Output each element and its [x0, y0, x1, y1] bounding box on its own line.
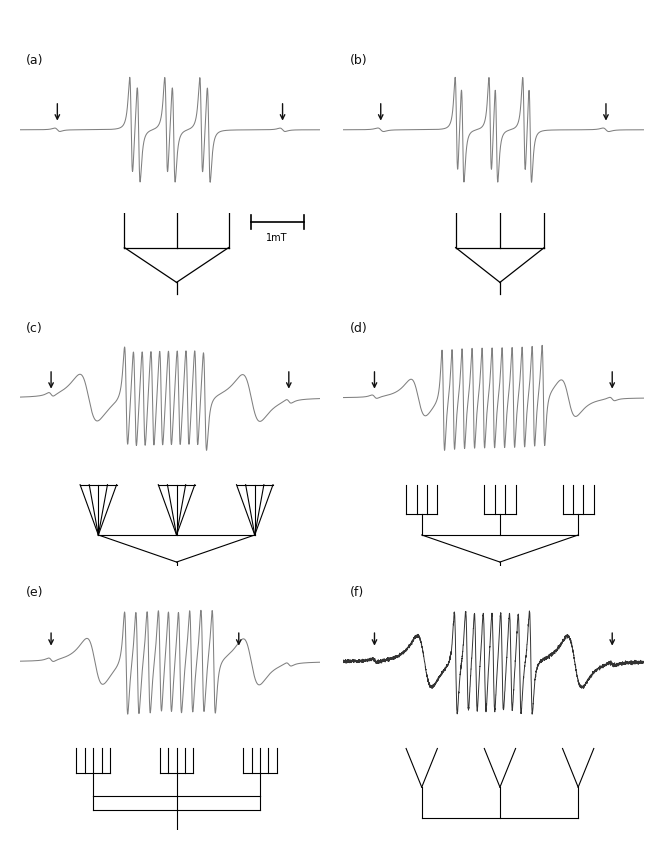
Text: (a): (a): [26, 54, 44, 67]
Text: (e): (e): [26, 586, 44, 599]
Text: (d): (d): [349, 323, 367, 335]
Text: (b): (b): [349, 54, 367, 67]
Text: (f): (f): [349, 586, 364, 599]
Text: 1mT: 1mT: [267, 232, 288, 243]
Text: (c): (c): [26, 323, 43, 335]
